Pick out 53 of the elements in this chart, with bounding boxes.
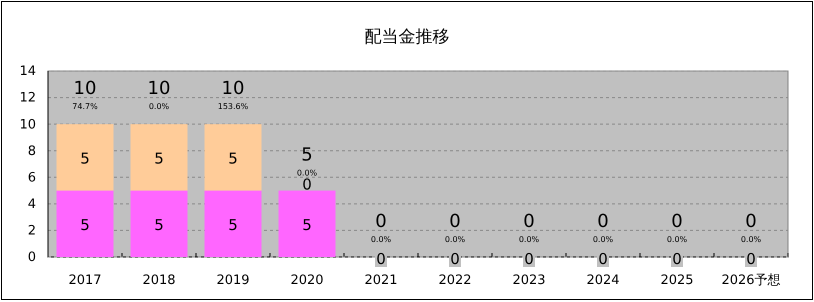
total-label: 0	[376, 250, 386, 268]
y-tick-label: 8	[28, 144, 36, 159]
data-label: 0	[449, 211, 461, 232]
annotation: 0.0%	[666, 235, 688, 244]
x-tick-label: 2019	[216, 273, 250, 288]
total-label: 0	[450, 250, 460, 268]
x-tick-label: 2020	[290, 273, 324, 288]
total-label: 0	[746, 250, 756, 268]
x-tick-label: 2025	[660, 273, 694, 288]
annotation: 0.0%	[740, 235, 762, 244]
y-tick-label: 6	[28, 170, 36, 186]
y-tick-label: 14	[19, 64, 36, 80]
annotation: 0.0%	[370, 235, 392, 244]
x-tick-label: 2018	[142, 273, 176, 288]
total-label: 0	[672, 250, 682, 268]
annotation: 153.6%	[218, 102, 249, 112]
data-label: 0	[671, 211, 683, 232]
total-label: 0	[598, 250, 608, 268]
x-tick-label: 2022	[438, 273, 472, 288]
annotation: 0.0%	[444, 235, 466, 244]
data-label: 0	[745, 211, 757, 232]
data-label: 0	[597, 211, 609, 232]
total-label: 5	[301, 144, 313, 166]
x-tick-label: 2023	[512, 273, 546, 288]
data-label: 5	[154, 149, 164, 168]
total-label: 10	[148, 78, 170, 100]
annotation: 74.7%	[72, 102, 98, 112]
y-tick-label: 12	[19, 90, 36, 106]
annotation: 0.0%	[296, 168, 318, 178]
data-label: 5	[302, 216, 312, 234]
x-tick-label: 2021	[364, 273, 398, 288]
x-tick-label: 2017	[68, 273, 102, 288]
x-tick-label: 2024	[586, 273, 620, 288]
y-tick-label: 4	[28, 197, 36, 212]
data-label: 5	[228, 216, 238, 234]
data-label: 0	[302, 176, 312, 194]
y-tick-label: 10	[19, 117, 36, 132]
y-tick-label: 2	[28, 224, 36, 239]
x-tick-label: 2026予想	[721, 273, 781, 288]
data-label: 5	[80, 216, 90, 234]
data-label: 5	[154, 216, 164, 234]
annotation: 0.0%	[148, 102, 170, 112]
annotation: 0.0%	[592, 235, 614, 244]
data-label: 0	[523, 211, 535, 232]
data-label: 5	[228, 149, 238, 168]
y-tick-label: 0	[28, 250, 36, 266]
total-label: 10	[74, 78, 96, 100]
data-label: 0	[375, 211, 387, 232]
annotation: 0.0%	[518, 235, 540, 244]
data-label: 5	[80, 149, 90, 168]
chart-title: 配当金推移	[364, 27, 450, 47]
total-label: 10	[222, 78, 244, 100]
total-label: 0	[524, 250, 534, 268]
